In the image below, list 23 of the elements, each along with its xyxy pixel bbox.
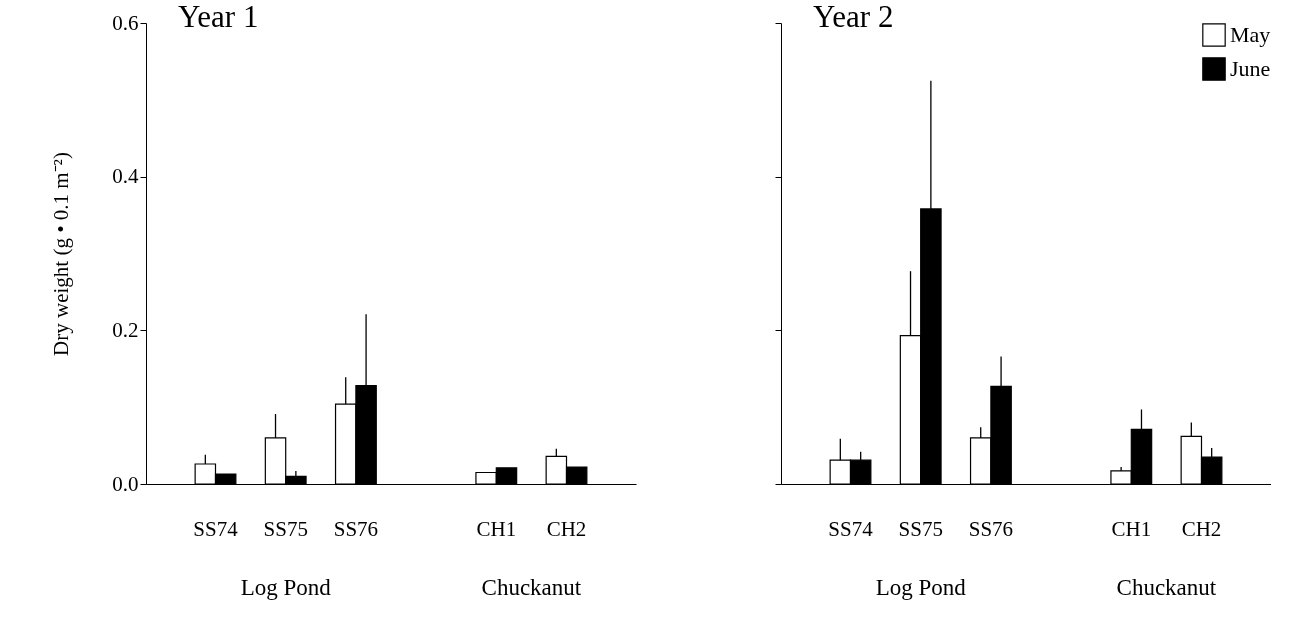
legend-label: June <box>1230 56 1271 81</box>
x-tick-label: SS75 <box>898 516 943 541</box>
x-tick-label: CH1 <box>1111 516 1152 541</box>
legend-label: May <box>1230 22 1271 47</box>
text: Chuckanut <box>481 575 582 600</box>
x-tick-label: SS74 <box>193 516 239 541</box>
y-axis-title: Dry weight (g • 0.1 m⁻²) <box>49 152 74 356</box>
text: Log Pond <box>875 575 967 600</box>
chart-title: Year 1 <box>178 0 259 34</box>
y-tick-label: 0.4 <box>112 164 139 189</box>
x-tick-label: SS74 <box>828 516 874 541</box>
x-tick-label: SS75 <box>263 516 308 541</box>
y-tick-label: 0.6 <box>112 10 139 35</box>
x-tick-label: CH1 <box>476 516 517 541</box>
x-tick-label: CH2 <box>1181 516 1222 541</box>
x-tick-label: SS76 <box>333 516 379 541</box>
x-tick-label: CH2 <box>546 516 587 541</box>
y-tick-label: 0.2 <box>112 317 139 342</box>
text: Chuckanut <box>1116 575 1217 600</box>
y-tick-label: 0.0 <box>112 471 139 496</box>
text: Log Pond <box>240 575 332 600</box>
x-tick-label: SS76 <box>968 516 1014 541</box>
chart-title: Year 2 <box>813 0 894 34</box>
